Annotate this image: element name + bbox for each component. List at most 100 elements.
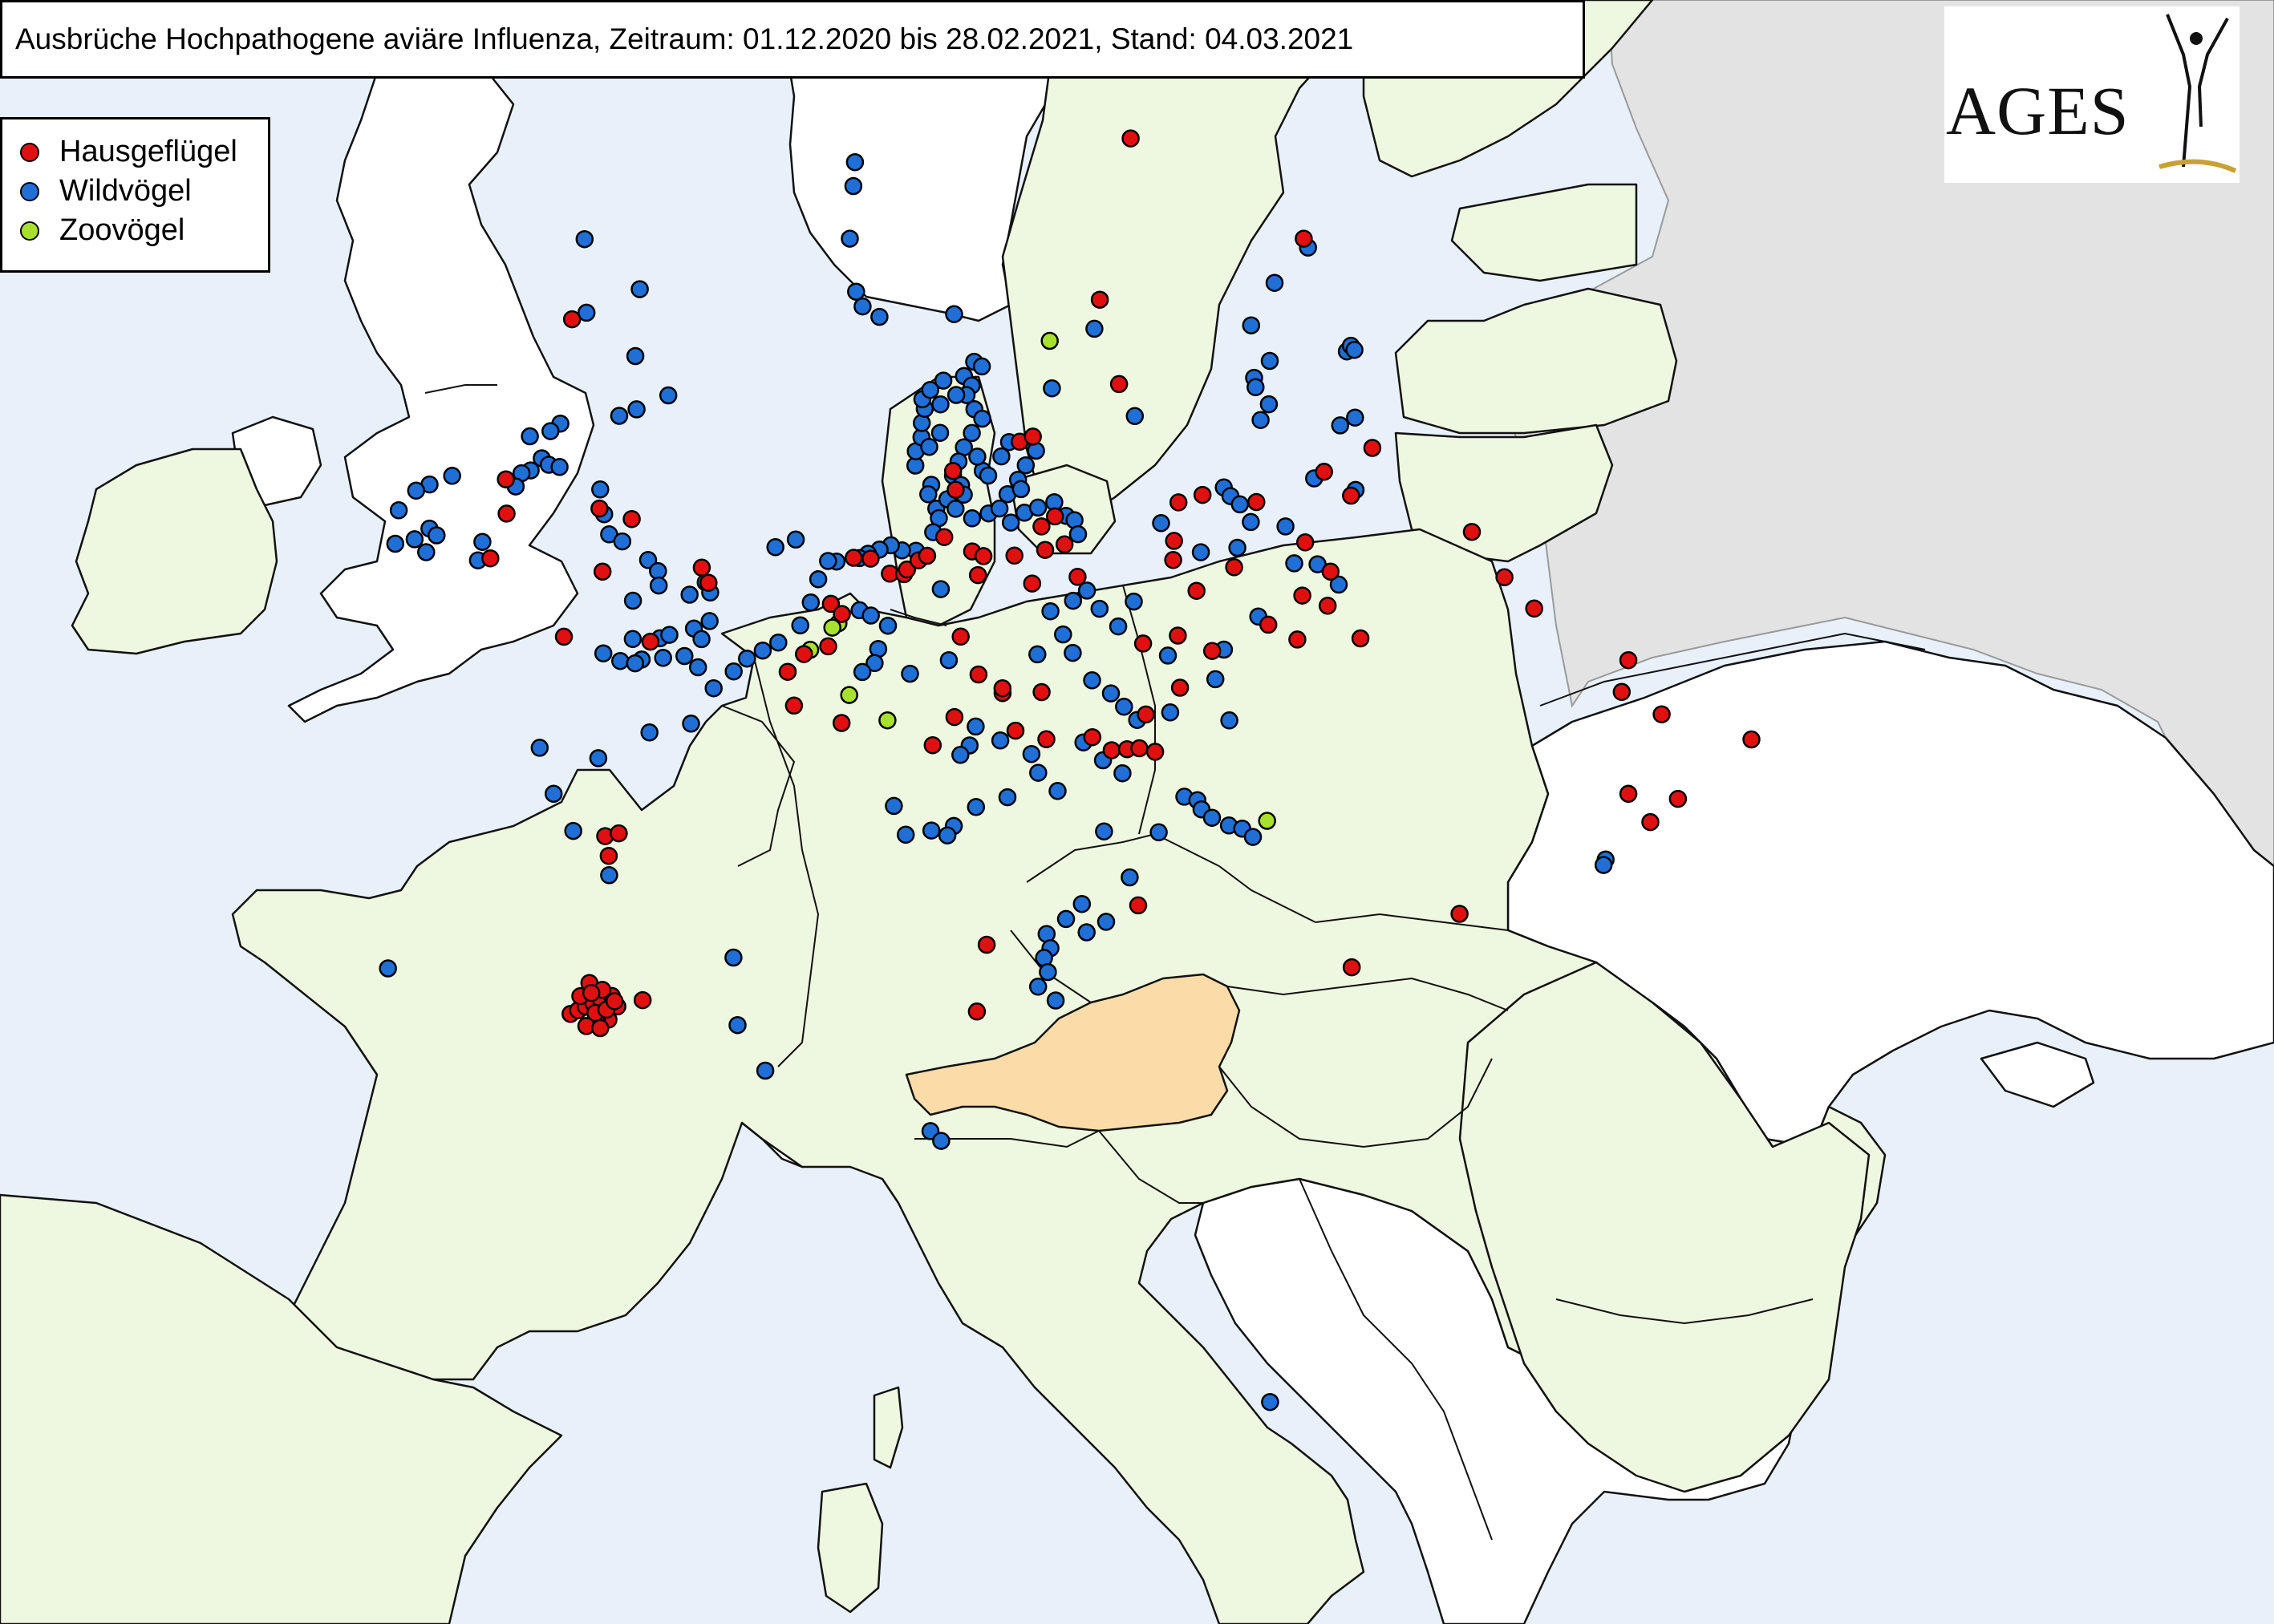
border-germany-czech [1026,832,1220,883]
outbreak-marker-hausgefluegel [1024,427,1042,446]
outbreak-marker-hausgefluegel [1193,485,1212,504]
outbreak-marker-zoovoegel [878,711,897,730]
romania-bulgaria-land [1458,961,1871,1493]
outbreak-marker-wildvoegel [623,591,642,610]
border-romania-bulgaria [1555,1298,1814,1325]
outbreak-marker-hausgefluegel [795,645,813,663]
outbreak-marker-hausgefluegel [692,558,711,577]
outbreak-marker-hausgefluegel [1495,568,1514,587]
outbreak-marker-wildvoegel [1228,538,1246,557]
outbreak-marker-wildvoegel [769,633,788,652]
outbreak-marker-wildvoegel [1083,671,1101,690]
outbreak-marker-wildvoegel [1101,684,1121,703]
outbreak-marker-wildvoegel [473,533,492,551]
outbreak-marker-wildvoegel [405,530,424,549]
outbreak-marker-wildvoegel [1259,395,1279,414]
outbreak-marker-wildvoegel [1028,498,1048,517]
legend-label-zoovoegel: Zoovögel [59,213,185,247]
outbreak-marker-hausgefluegel [1032,517,1051,536]
outbreak-marker-wildvoegel [1056,909,1076,929]
outbreak-marker-wildvoegel [564,821,582,840]
outbreak-marker-hausgefluegel [819,637,837,656]
outbreak-marker-hausgefluegel [1170,678,1190,697]
outbreak-marker-hausgefluegel [1668,789,1688,808]
outbreak-marker-wildvoegel [972,357,991,376]
border-slovenia-croatia [1098,1130,1203,1204]
outbreak-marker-wildvoegel [660,626,679,644]
outbreak-marker-wildvoegel [589,749,608,767]
outbreak-marker-wildvoegel [1191,543,1210,561]
outbreak-marker-hausgefluegel [1133,634,1153,653]
outbreak-marker-hausgefluegel [1652,705,1671,723]
outbreak-marker-wildvoegel [1039,962,1057,982]
outbreak-marker-zoovoegel [1258,812,1276,830]
outbreak-marker-wildvoegel [1265,273,1284,292]
outbreak-marker-wildvoegel [623,630,642,649]
crimea-land [1980,1041,2095,1108]
outbreak-marker-hausgefluegel [784,696,804,715]
outbreak-marker-hausgefluegel [1006,721,1025,740]
outbreak-marker-hausgefluegel [977,935,996,954]
border-germany-poland [1122,585,1156,835]
sweden-land [1001,0,1381,515]
outbreak-marker-wildvoegel [1346,408,1364,427]
outbreak-marker-wildvoegel [845,152,865,172]
outbreak-marker-hausgefluegel [946,480,965,500]
outbreak-marker-hausgefluegel [1641,812,1660,832]
outbreak-marker-hausgefluegel [699,573,718,592]
outbreak-marker-hausgefluegel [1462,522,1482,541]
outbreak-marker-hausgefluegel [1315,463,1333,481]
outbreak-marker-wildvoegel [1246,378,1265,397]
outbreak-marker-wildvoegel [786,530,805,549]
outbreak-marker-wildvoegel [704,678,723,698]
outbreak-marker-hausgefluegel [1023,574,1042,593]
border-uk-scotland [424,384,497,394]
outbreak-marker-hausgefluegel [591,1019,610,1038]
outbreak-marker-wildvoegel [700,612,719,630]
outbreak-marker-wildvoegel [1158,646,1178,665]
outbreak-marker-hausgefluegel [1612,682,1632,702]
ages-logo: AGES [1944,6,2240,183]
outbreak-marker-wildvoegel [963,423,981,443]
outbreak-marker-hausgefluegel [1742,730,1761,749]
ireland-land [71,448,278,655]
outbreak-marker-wildvoegel [1022,744,1041,763]
legend: Hausgeflügel Wildvögel Zoovögel [0,117,270,273]
outbreak-marker-wildvoegel [389,501,408,520]
outbreak-marker-wildvoegel [931,580,951,598]
outbreak-marker-wildvoegel [1260,351,1279,371]
outbreak-marker-wildvoegel [1276,517,1295,536]
outbreak-marker-wildvoegel [682,715,700,733]
outbreak-marker-wildvoegel [990,499,1009,518]
outbreak-marker-hausgefluegel [969,665,988,684]
outbreak-marker-wildvoegel [1242,512,1260,532]
outbreak-marker-wildvoegel [896,825,915,844]
outbreak-marker-wildvoegel [688,658,707,677]
outbreak-marker-wildvoegel [1046,991,1065,1010]
outbreak-marker-wildvoegel [951,746,970,764]
outbreak-marker-wildvoegel [1085,319,1104,338]
outbreak-marker-wildvoegel [921,380,940,399]
outbreak-marker-wildvoegel [967,717,985,736]
estonia-land [1450,183,1638,282]
outbreak-marker-wildvoegel [379,959,397,978]
border-france-germany [753,657,820,1067]
outbreak-marker-wildvoegel [819,552,837,570]
outbreak-marker-hausgefluegel [821,594,841,614]
outbreak-marker-hausgefluegel [1037,730,1056,749]
outbreak-marker-wildvoegel [1251,411,1270,429]
outbreak-marker-hausgefluegel [861,549,880,568]
zoovoegel-swatch [20,221,39,241]
outbreak-marker-wildvoegel [931,395,950,414]
outbreak-marker-hausgefluegel [1121,129,1140,148]
outbreak-marker-hausgefluegel [605,992,624,1010]
map-title-text: Ausbrüche Hochpathogene aviäre Influenza… [15,22,1354,55]
outbreak-marker-hausgefluegel [633,990,652,1010]
outbreak-marker-wildvoegel [901,664,919,683]
outbreak-marker-wildvoegel [630,280,649,298]
outbreak-marker-wildvoegel [1064,643,1082,662]
outbreak-marker-wildvoegel [1242,316,1261,334]
outbreak-marker-wildvoegel [577,303,596,322]
outbreak-marker-hausgefluegel [1288,630,1307,649]
